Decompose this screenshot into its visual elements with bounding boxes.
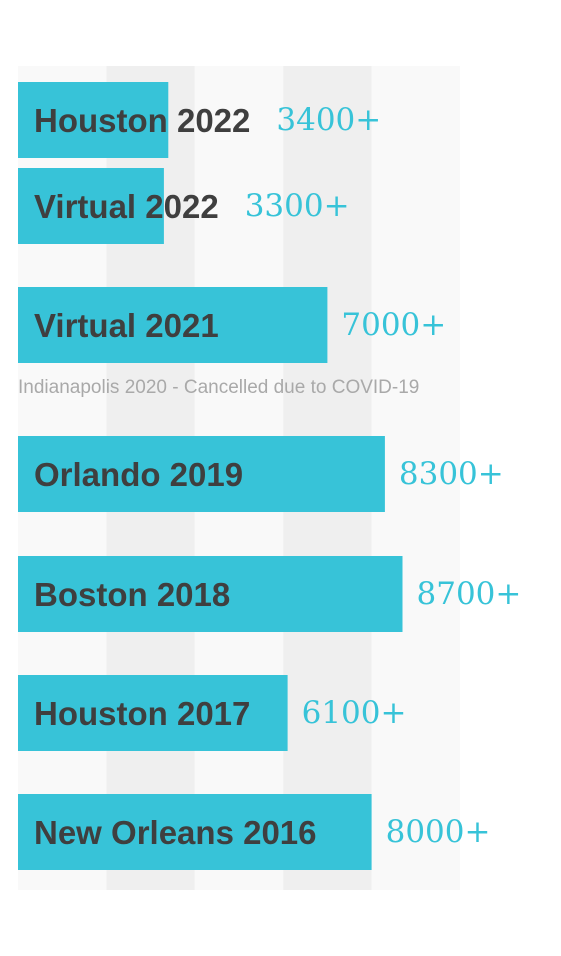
bar: [18, 82, 169, 158]
bar: [18, 436, 385, 512]
bar: [18, 287, 328, 363]
bar-category-label: New Orleans 2016: [34, 814, 317, 851]
bar: [18, 794, 372, 870]
cancelled-note: Indianapolis 2020 - Cancelled due to COV…: [18, 377, 419, 398]
bar-category-label: Virtual 2022: [34, 188, 219, 225]
bar: [18, 556, 403, 632]
bar-category-label: Houston 2017: [34, 695, 250, 732]
bar-value-label: 8000+: [386, 814, 491, 850]
bar: [18, 168, 164, 244]
bar-value-label: 7000+: [341, 307, 446, 343]
bar-value-label: 8300+: [399, 456, 504, 492]
bar-category-label: Orlando 2019: [34, 456, 243, 493]
bar-value-label: 3400+: [276, 102, 381, 138]
bars-group: [18, 82, 403, 870]
bar-value-label: 6100+: [302, 695, 407, 731]
bar-value-label: 8700+: [417, 576, 522, 612]
labels-group: Houston 2022 3400+ Virtual 2022 3300+ Virtua…: [34, 102, 521, 851]
bar-category-label: Houston 2022: [34, 102, 250, 139]
background-band: [371, 66, 460, 890]
bar: [18, 675, 288, 751]
bar-value-label: 3300+: [245, 188, 350, 224]
bar-category-label: Virtual 2021: [34, 307, 219, 344]
bar-category-label: Boston 2018: [34, 576, 230, 613]
